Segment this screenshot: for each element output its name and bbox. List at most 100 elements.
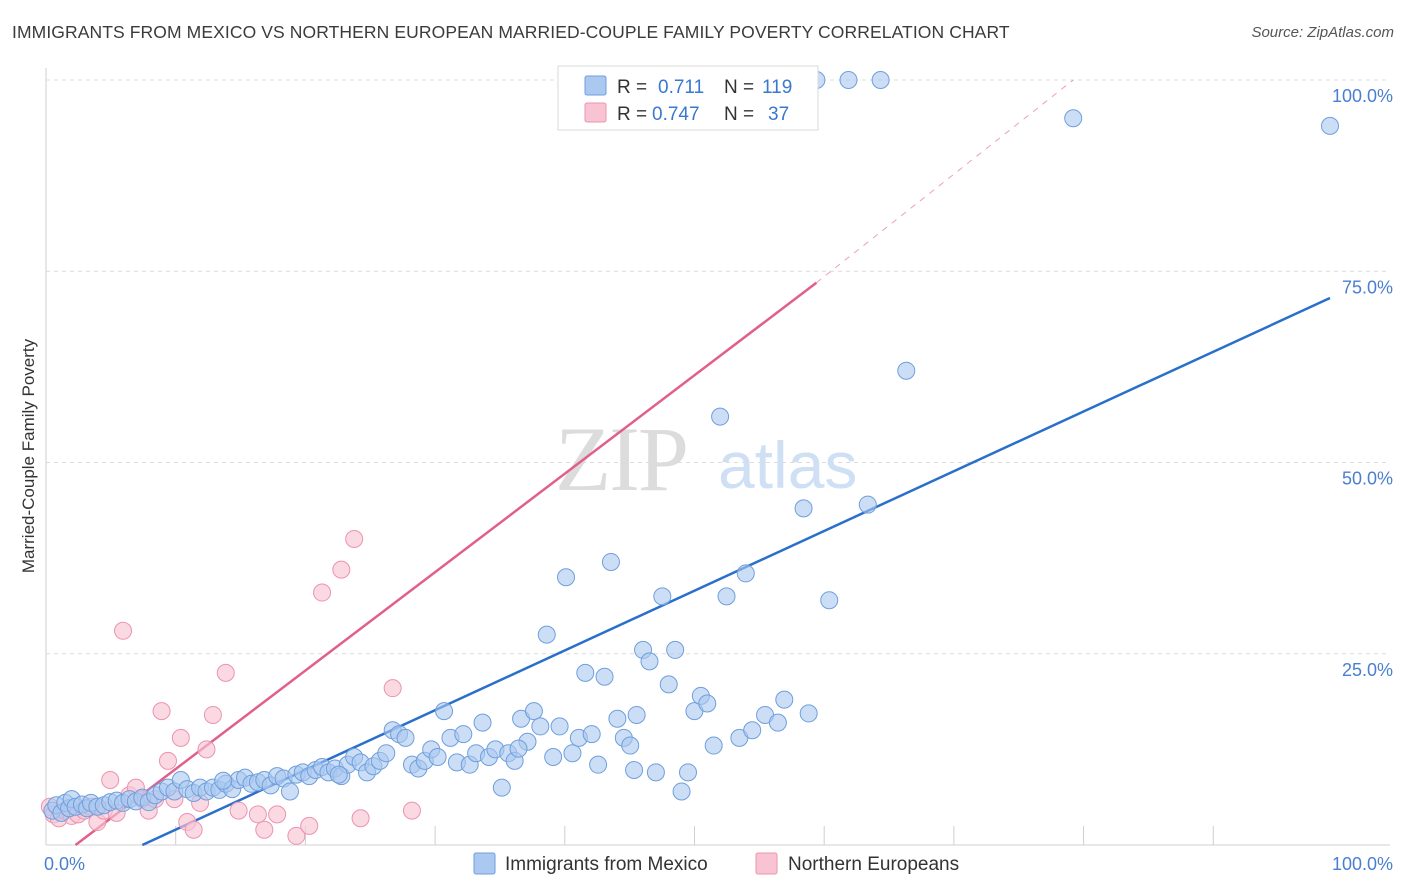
data-point-northern-europeans bbox=[158, 751, 177, 770]
data-point-mexico bbox=[666, 640, 685, 659]
series-legend-label-mexico: Immigrants from Mexico bbox=[505, 854, 708, 875]
data-point-northern-europeans bbox=[268, 805, 287, 824]
y-tick-label: 50.0% bbox=[1342, 469, 1393, 489]
data-point-northern-europeans bbox=[216, 663, 235, 682]
data-point-northern-europeans bbox=[203, 705, 222, 724]
legend-r-value-blue: 0.711 bbox=[658, 77, 704, 98]
legend-r-label-blue: R = bbox=[617, 77, 647, 98]
y-tick-labels: 25.0% 50.0% 75.0% 100.0% bbox=[1332, 86, 1393, 680]
data-point-mexico bbox=[627, 705, 646, 724]
data-point-northern-europeans bbox=[383, 679, 402, 698]
data-point-northern-europeans bbox=[351, 809, 370, 828]
x-tick-label-min: 0.0% bbox=[44, 854, 85, 874]
data-point-mexico bbox=[897, 361, 916, 380]
correlation-legend: R = 0.711 N = 119 R = 0.747 N = 37 bbox=[557, 65, 819, 131]
data-point-mexico bbox=[473, 713, 492, 732]
data-point-mexico bbox=[601, 552, 620, 571]
data-point-mexico bbox=[531, 717, 550, 736]
data-point-mexico bbox=[698, 694, 717, 713]
data-point-mexico bbox=[550, 717, 569, 736]
data-point-mexico bbox=[679, 763, 697, 782]
data-point-northern-europeans bbox=[171, 728, 190, 747]
data-point-mexico bbox=[1064, 109, 1083, 128]
data-point-northern-europeans bbox=[313, 583, 332, 602]
trend-line-extension-northern-europeans bbox=[816, 79, 1074, 284]
data-point-mexico bbox=[640, 652, 659, 671]
trend-line-mexico bbox=[141, 296, 1331, 847]
data-point-mexico bbox=[625, 761, 644, 780]
data-point-mexico bbox=[557, 568, 576, 587]
data-point-northern-europeans bbox=[345, 530, 364, 548]
legend-r-label-pink: R = bbox=[617, 104, 647, 125]
data-point-mexico bbox=[537, 625, 556, 644]
data-point-mexico bbox=[492, 778, 511, 797]
legend-r-value-pink: 0.747 bbox=[652, 104, 700, 125]
data-point-mexico bbox=[839, 71, 858, 89]
data-point-mexico bbox=[1321, 116, 1339, 135]
data-point-mexico bbox=[736, 564, 755, 583]
data-point-mexico bbox=[454, 725, 473, 744]
data-point-mexico bbox=[396, 728, 415, 747]
data-point-mexico bbox=[717, 587, 736, 606]
data-point-northern-europeans bbox=[101, 770, 120, 789]
data-point-mexico bbox=[820, 591, 839, 610]
data-point-northern-europeans bbox=[184, 820, 203, 839]
x-tick-label-max: 100.0% bbox=[1332, 854, 1393, 874]
data-point-northern-europeans bbox=[402, 801, 421, 820]
series-legend-swatch-blue bbox=[473, 852, 496, 875]
legend-swatch-blue bbox=[584, 75, 607, 96]
data-point-mexico bbox=[608, 709, 627, 728]
data-point-mexico bbox=[858, 495, 877, 514]
data-point-mexico bbox=[280, 782, 299, 801]
data-point-mexico bbox=[646, 763, 665, 782]
data-point-mexico bbox=[329, 765, 348, 784]
data-point-mexico bbox=[509, 739, 528, 758]
data-point-mexico bbox=[576, 663, 595, 682]
data-point-mexico bbox=[799, 704, 818, 723]
data-point-mexico bbox=[544, 748, 563, 767]
watermark-zip: ZIP bbox=[555, 408, 687, 510]
data-point-mexico bbox=[871, 71, 890, 89]
data-point-mexico bbox=[589, 755, 608, 774]
legend-n-label-blue: N = bbox=[724, 77, 754, 98]
data-point-mexico bbox=[595, 667, 614, 686]
data-point-mexico bbox=[794, 499, 813, 518]
legend-swatch-pink bbox=[584, 102, 607, 123]
y-axis-label: Married-Couple Family Poverty bbox=[19, 338, 38, 573]
data-point-mexico bbox=[653, 587, 672, 606]
data-point-mexico bbox=[659, 675, 678, 694]
data-point-mexico bbox=[704, 736, 723, 755]
chart-title: IMMIGRANTS FROM MEXICO VS NORTHERN EUROP… bbox=[12, 22, 1010, 42]
data-point-mexico bbox=[428, 748, 447, 767]
legend-n-value-pink: 37 bbox=[768, 104, 789, 125]
legend-n-label-pink: N = bbox=[724, 104, 754, 125]
data-point-mexico bbox=[435, 702, 454, 721]
data-point-northern-europeans bbox=[114, 621, 133, 640]
series-legend: Immigrants from Mexico Northern European… bbox=[473, 852, 959, 875]
trend-line-northern-europeans bbox=[74, 281, 818, 846]
data-point-northern-europeans bbox=[287, 826, 306, 845]
series-legend-swatch-pink bbox=[755, 852, 778, 875]
legend-n-value-blue: 119 bbox=[762, 77, 792, 98]
y-tick-label: 25.0% bbox=[1342, 660, 1393, 680]
data-point-northern-europeans bbox=[248, 805, 267, 824]
data-point-mexico bbox=[563, 744, 582, 763]
data-point-mexico bbox=[524, 702, 543, 721]
y-tick-label: 100.0% bbox=[1332, 86, 1393, 106]
data-point-northern-europeans bbox=[300, 816, 319, 835]
data-point-northern-europeans bbox=[229, 801, 248, 820]
data-point-northern-europeans bbox=[152, 702, 171, 721]
data-point-mexico bbox=[621, 736, 640, 755]
data-point-northern-europeans bbox=[197, 740, 216, 759]
y-tick-label: 75.0% bbox=[1342, 277, 1393, 297]
data-point-mexico bbox=[672, 782, 691, 801]
grid-lines bbox=[45, 68, 1390, 846]
data-point-mexico bbox=[582, 725, 601, 744]
data-point-mexico bbox=[711, 407, 730, 426]
chart-source: Source: ZipAtlas.com bbox=[1251, 24, 1394, 41]
data-point-northern-europeans bbox=[332, 560, 351, 579]
data-point-mexico bbox=[743, 721, 762, 740]
series-legend-label-northern-europeans: Northern Europeans bbox=[788, 854, 959, 875]
series-immigrants-from-mexico bbox=[43, 71, 1339, 822]
